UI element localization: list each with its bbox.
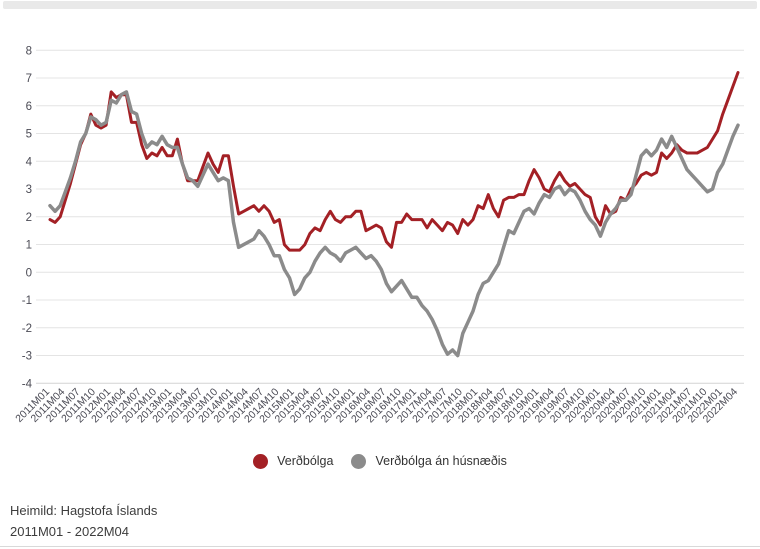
y-tick-label: -3 <box>22 351 32 363</box>
legend-item-verdbolga-an-husnaedis[interactable]: Verðbólga án húsnæðis <box>351 453 507 469</box>
y-tick-label: 1 <box>26 240 32 252</box>
legend-item-verdbolga[interactable]: Verðbólga <box>253 453 334 469</box>
source-text: Heimild: Hagstofa Íslands <box>10 503 158 518</box>
legend-label: Verðbólga án húsnæðis <box>375 454 507 468</box>
chart-area: 8 7 6 5 4 3 2 1 0 -1 -2 -3 -4 2011M01 2011M04 2011M07 20… <box>0 10 760 440</box>
chart-legend: Verðbólga Verðbólga án húsnæðis <box>0 446 760 476</box>
chart-footer: Heimild: Hagstofa Íslands 2011M01 - 2022… <box>10 500 750 542</box>
date-range-text: 2011M01 - 2022M04 <box>10 524 130 539</box>
y-tick-label: 4 <box>26 156 33 168</box>
bottom-divider <box>0 546 760 547</box>
y-tick-label: 8 <box>26 45 32 57</box>
series-line <box>48 90 740 358</box>
y-tick-label: 6 <box>26 101 32 113</box>
top-scrollbar[interactable] <box>3 1 757 9</box>
inflation-chart[interactable]: 876543210-1-2-3-42011M012011M042011M0720… <box>0 10 760 440</box>
legend-label: Verðbólga <box>277 454 334 468</box>
y-tick-label: 5 <box>26 129 32 141</box>
y-tick-label: 7 <box>26 73 32 85</box>
y-tick-label: -2 <box>22 323 32 335</box>
y-tick-label: 3 <box>26 184 32 196</box>
legend-dot-gray-icon <box>351 453 367 469</box>
y-tick-label: 2 <box>26 212 32 224</box>
legend-dot-red-icon <box>253 453 269 469</box>
y-tick-label: 0 <box>26 267 32 279</box>
y-tick-label: -1 <box>22 295 32 307</box>
y-tick-label: -4 <box>22 378 33 390</box>
